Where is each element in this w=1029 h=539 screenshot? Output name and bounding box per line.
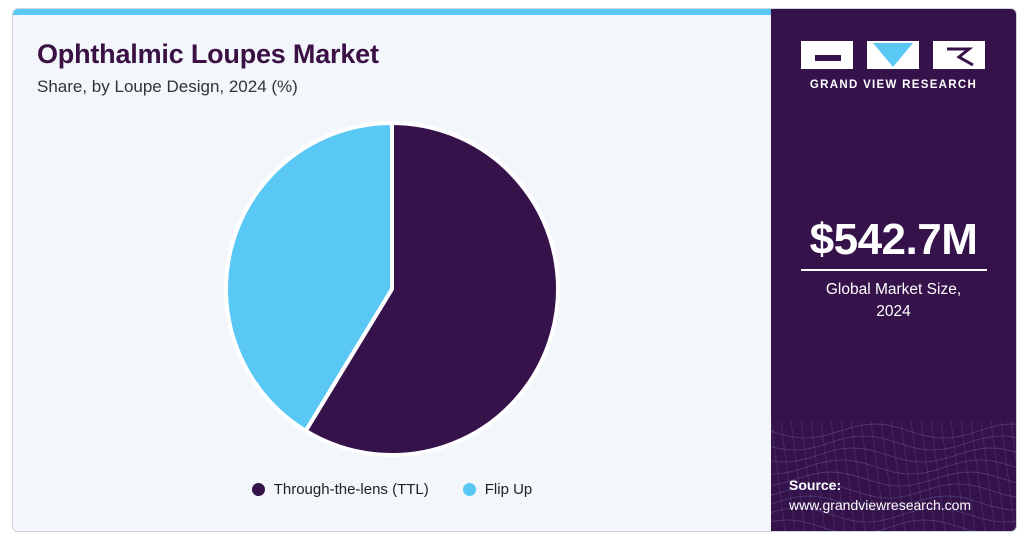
legend-swatch-ttl [251, 483, 265, 496]
legend-label-flip-up: Flip Up [484, 481, 533, 498]
legend-item-flip-up: Flip Up [462, 481, 533, 498]
legend-label-ttl: Through-the-lens (TTL) [273, 481, 429, 498]
market-size-label: Global Market Size, 2024 [771, 279, 1016, 323]
pie-chart [224, 121, 560, 457]
legend-item-ttl: Through-the-lens (TTL) [251, 481, 429, 498]
grand-view-research-logo-icon [801, 41, 985, 69]
legend-swatch-flip-up [462, 483, 476, 496]
info-sidebar: GRAND VIEW RESEARCH $542.7M Global Marke… [771, 9, 1016, 531]
market-size-label-line2: 2024 [876, 303, 911, 320]
chart-subtitle: Share, by Loupe Design, 2024 (%) [37, 77, 298, 96]
pie-slice-ttl [303, 121, 560, 457]
chart-legend: Through-the-lens (TTL) Flip Up [13, 481, 771, 498]
source-note: Source: www.grandviewresearch.com [789, 475, 971, 515]
brand-name: GRAND VIEW RESEARCH [809, 79, 978, 91]
pie-slice-flip-up [224, 121, 394, 433]
source-url: www.grandviewresearch.com [789, 497, 972, 513]
chart-title: Ophthalmic Loupes Market [37, 39, 379, 69]
source-label: Source: [789, 477, 842, 493]
market-size-label-line1: Global Market Size, [825, 281, 962, 298]
accent-bar [13, 9, 771, 15]
market-size-value: $542.7M [809, 215, 978, 264]
value-divider [801, 269, 987, 271]
chart-card: Ophthalmic Loupes Market Share, by Loupe… [12, 8, 1017, 532]
wave-grid-decoration [771, 420, 1016, 531]
